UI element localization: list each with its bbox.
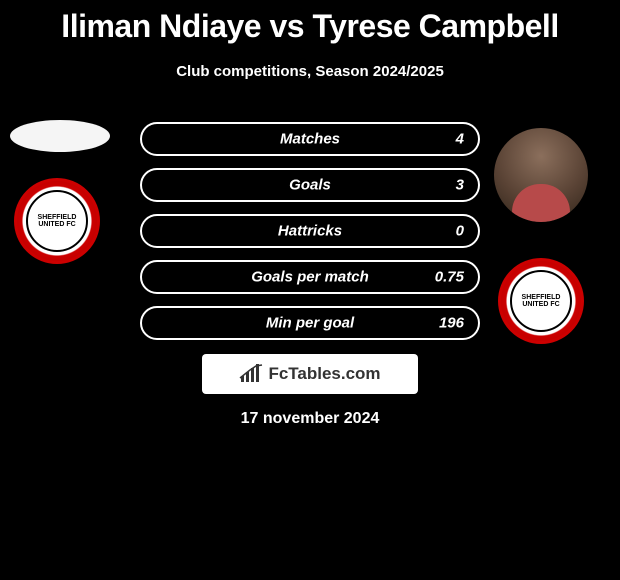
stats-list: Matches 4 Goals 3 Hattricks 0 Goals per match 0… xyxy=(140,122,480,352)
stat-value-right: 3 xyxy=(456,177,464,194)
club-badge-left: SHEFFIELD UNITED FC xyxy=(14,178,100,264)
stat-label: Hattricks xyxy=(278,223,342,240)
stat-label: Goals per match xyxy=(251,269,369,286)
page-title: Iliman Ndiaye vs Tyrese Campbell xyxy=(0,0,620,45)
subtitle: Club competitions, Season 2024/2025 xyxy=(0,63,620,80)
stat-row: Matches 4 xyxy=(140,122,480,156)
club-badge-left-label: SHEFFIELD UNITED FC xyxy=(26,190,88,252)
branding-box: FcTables.com xyxy=(202,354,418,394)
club-badge-right-label: SHEFFIELD UNITED FC xyxy=(510,270,572,332)
player-right-avatar xyxy=(494,128,588,222)
branding-text: FcTables.com xyxy=(268,364,380,384)
chart-icon xyxy=(239,364,265,384)
stat-row: Goals per match 0.75 xyxy=(140,260,480,294)
club-badge-right: SHEFFIELD UNITED FC xyxy=(498,258,584,344)
stat-row: Goals 3 xyxy=(140,168,480,202)
player-left-avatar xyxy=(10,120,110,152)
stat-value-right: 196 xyxy=(439,315,464,332)
stat-value-right: 0 xyxy=(456,223,464,240)
stat-row: Min per goal 196 xyxy=(140,306,480,340)
stat-value-right: 0.75 xyxy=(435,269,464,286)
stat-label: Min per goal xyxy=(266,315,354,332)
stat-label: Goals xyxy=(289,177,331,194)
date-label: 17 november 2024 xyxy=(0,410,620,428)
stat-row: Hattricks 0 xyxy=(140,214,480,248)
stat-value-right: 4 xyxy=(456,131,464,148)
stat-label: Matches xyxy=(280,131,340,148)
